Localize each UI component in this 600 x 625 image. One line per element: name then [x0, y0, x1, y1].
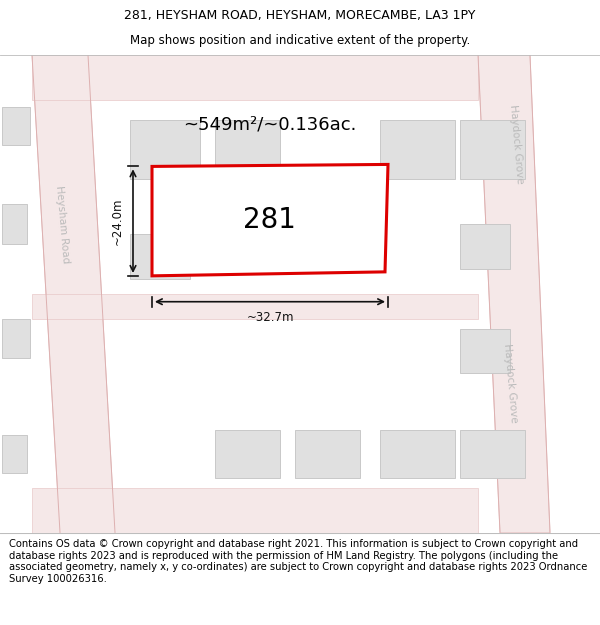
Bar	[460, 119, 525, 179]
Bar	[380, 119, 455, 179]
Bar	[2, 435, 27, 472]
Text: ~32.7m: ~32.7m	[246, 311, 294, 324]
Bar	[2, 204, 27, 244]
Bar	[2, 319, 30, 358]
Bar	[460, 329, 510, 373]
Bar	[130, 119, 200, 179]
Bar	[130, 234, 190, 279]
Text: Haydock Grove: Haydock Grove	[502, 343, 518, 423]
Text: 281: 281	[243, 206, 296, 234]
Text: ~549m²/~0.136ac.: ~549m²/~0.136ac.	[184, 116, 356, 134]
Polygon shape	[32, 55, 478, 100]
Polygon shape	[32, 294, 478, 319]
Polygon shape	[478, 55, 550, 532]
Text: Heysham Road: Heysham Road	[53, 185, 70, 264]
Bar	[380, 430, 455, 478]
Text: Haydock Grove: Haydock Grove	[508, 104, 524, 184]
Text: ~24.0m: ~24.0m	[110, 198, 124, 245]
Text: Map shows position and indicative extent of the property.: Map shows position and indicative extent…	[130, 34, 470, 48]
Bar	[215, 119, 280, 179]
Bar	[215, 430, 280, 478]
Polygon shape	[32, 488, 478, 532]
Bar	[460, 224, 510, 269]
Text: 281, HEYSHAM ROAD, HEYSHAM, MORECAMBE, LA3 1PY: 281, HEYSHAM ROAD, HEYSHAM, MORECAMBE, L…	[124, 9, 476, 22]
Polygon shape	[32, 55, 115, 532]
Text: Contains OS data © Crown copyright and database right 2021. This information is : Contains OS data © Crown copyright and d…	[9, 539, 587, 584]
Bar	[2, 107, 30, 144]
Bar	[295, 430, 360, 478]
Polygon shape	[152, 164, 388, 276]
Bar	[460, 430, 525, 478]
